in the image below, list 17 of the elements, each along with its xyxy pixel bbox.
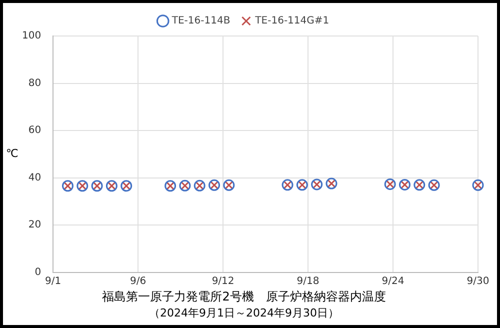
y-axis-title: ℃	[6, 147, 18, 160]
x-tick-label: 9/12	[212, 276, 234, 287]
y-tick-label: 0	[34, 266, 42, 278]
y-tick-label: 40	[28, 172, 42, 184]
legend-label: TE-16-114B	[170, 16, 230, 27]
x-tick-label: 9/18	[296, 276, 320, 287]
y-tick-label: 60	[28, 125, 42, 136]
y-tick-label: 20	[28, 220, 42, 231]
text: 福島第一原子力発電所2号機 原子炉格納容器内温度	[102, 290, 386, 304]
x-tick-label: 9/6	[130, 276, 146, 287]
text: （2024年9月1日～2024年9月30日）	[149, 306, 339, 320]
x-tick-label: 9/30	[466, 276, 490, 287]
legend-label: TE-16-114G#1	[254, 16, 330, 27]
x-tick-label: 9/24	[382, 276, 404, 287]
y-tick-label: 80	[28, 78, 42, 89]
y-tick-label: 100	[22, 30, 42, 42]
x-tick-label: 9/1	[45, 276, 62, 287]
